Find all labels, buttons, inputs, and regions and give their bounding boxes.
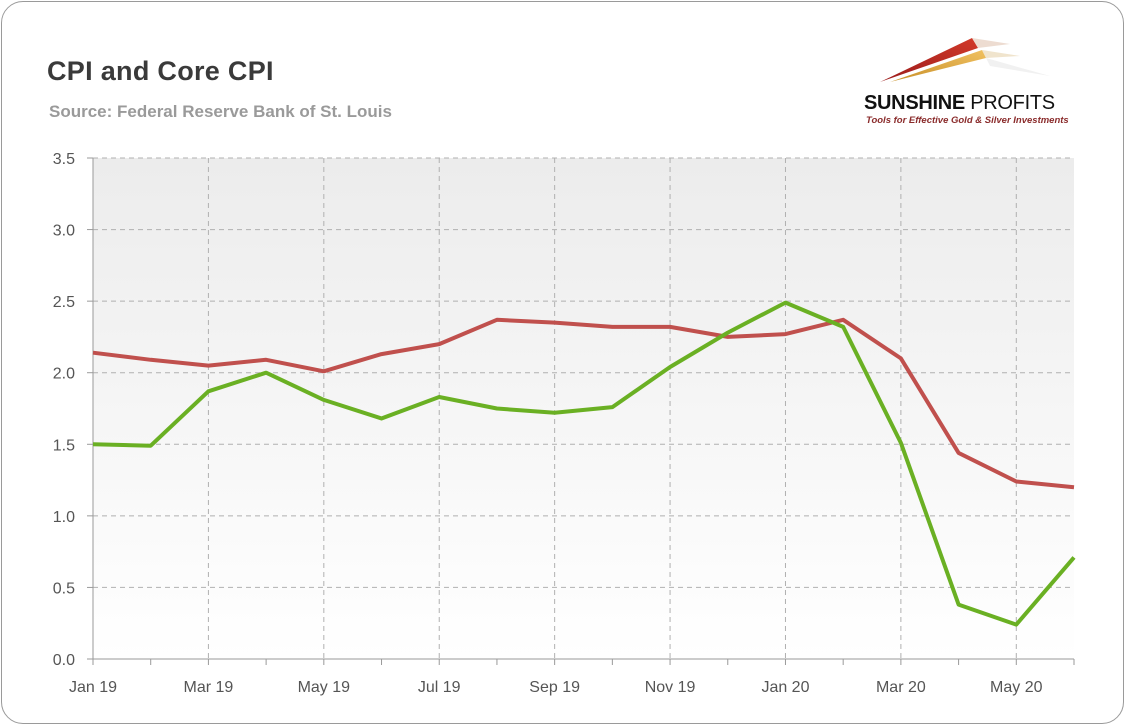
x-tick-label: Jul 19 xyxy=(418,679,461,696)
series-line-2 xyxy=(92,300,1076,627)
y-tick-label: 0.0 xyxy=(53,652,75,669)
y-tick-label: 3.0 xyxy=(53,223,75,240)
y-tick-label: 1.5 xyxy=(53,437,75,454)
y-tick-label: 1.0 xyxy=(53,509,75,526)
series-line-1 xyxy=(92,317,1075,490)
x-tick-label: May 19 xyxy=(298,679,351,696)
y-axis-labels: 0.0 0.5 1.0 1.5 2.0 2.5 3.0 3.5 xyxy=(53,151,75,669)
x-tick-label: May 20 xyxy=(990,679,1043,696)
sunrays-logo-icon xyxy=(880,38,1050,82)
x-tick-label: Mar 20 xyxy=(876,679,926,696)
x-tick-label: Jan 19 xyxy=(69,679,117,696)
y-tick-label: 3.5 xyxy=(53,151,75,168)
y-tick-label: 0.5 xyxy=(53,580,75,597)
axes xyxy=(87,157,1075,665)
x-tick-label: Nov 19 xyxy=(645,679,696,696)
y-tick-label: 2.0 xyxy=(53,366,75,383)
logo-name-bold: SUNSHINE xyxy=(864,92,965,114)
logo-name-regular: PROFITS xyxy=(970,92,1055,114)
chart-subtitle: Source: Federal Reserve Bank of St. Loui… xyxy=(49,102,392,121)
y-tick-label: 2.5 xyxy=(53,294,75,311)
x-tick-label: Mar 19 xyxy=(184,679,234,696)
x-tick-label: Jan 20 xyxy=(761,679,809,696)
x-axis-labels: Jan 19 Mar 19 May 19 Jul 19 Sep 19 Nov 19 Jan … xyxy=(69,679,1043,696)
horizontal-gridlines xyxy=(93,157,1074,588)
logo-tagline: Tools for Effective Gold & Silver Invest… xyxy=(866,115,1069,126)
vertical-gridlines xyxy=(207,158,1017,659)
chart-title: CPI and Core CPI xyxy=(47,56,274,86)
sunshine-profits-logo: SUNSHINE PROFITS Tools for Effective Gol… xyxy=(860,30,1075,130)
series-lines xyxy=(92,300,1076,627)
x-tick-label: Sep 19 xyxy=(529,679,580,696)
logo-name: SUNSHINE PROFITS xyxy=(864,92,1055,115)
